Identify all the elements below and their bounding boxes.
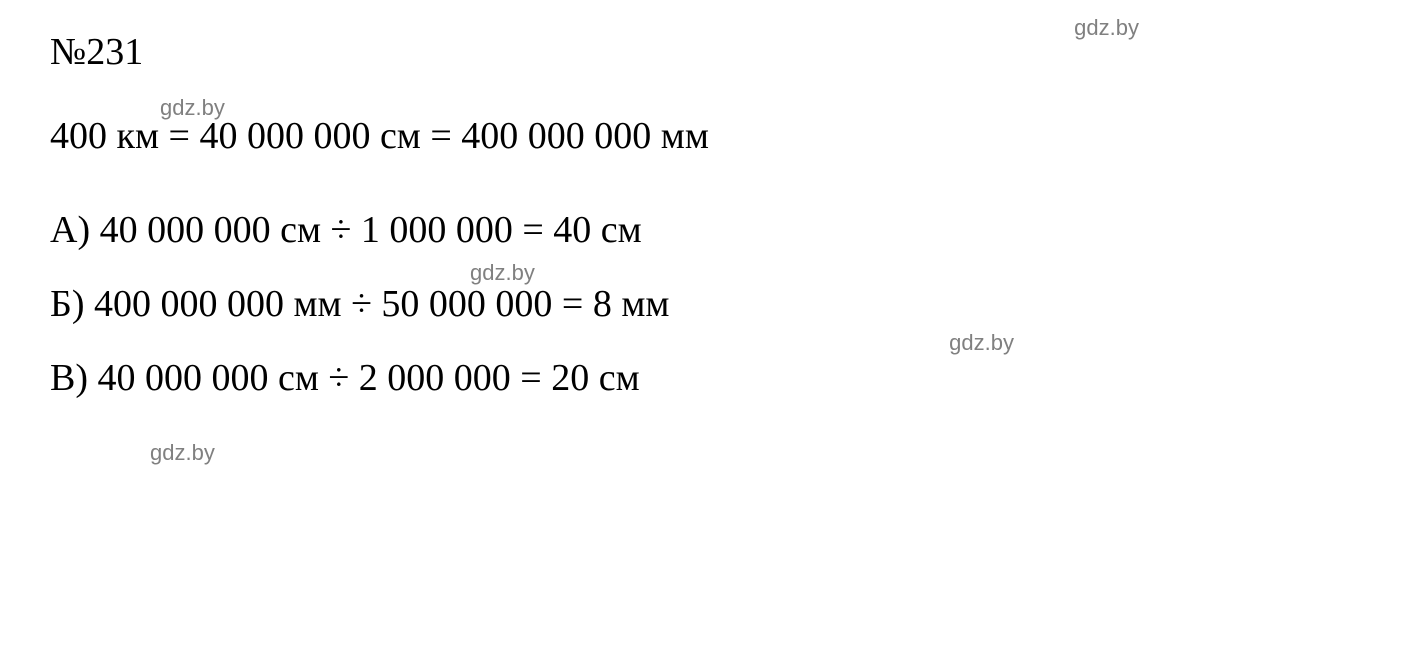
watermark: gdz.by xyxy=(160,95,225,121)
problem-number: №231 xyxy=(50,30,1369,74)
answer-c: В) 40 000 000 см ÷ 2 000 000 = 20 см xyxy=(50,356,1369,400)
watermark: gdz.by xyxy=(150,440,215,466)
answer-b: Б) 400 000 000 мм ÷ 50 000 000 = 8 мм xyxy=(50,282,1369,326)
conversion-equation: 400 км = 40 000 000 см = 400 000 000 мм xyxy=(50,114,1369,158)
watermark: gdz.by xyxy=(949,330,1014,356)
watermark: gdz.by xyxy=(1074,15,1139,41)
answer-a: А) 40 000 000 см ÷ 1 000 000 = 40 см xyxy=(50,208,1369,252)
watermark: gdz.by xyxy=(470,260,535,286)
